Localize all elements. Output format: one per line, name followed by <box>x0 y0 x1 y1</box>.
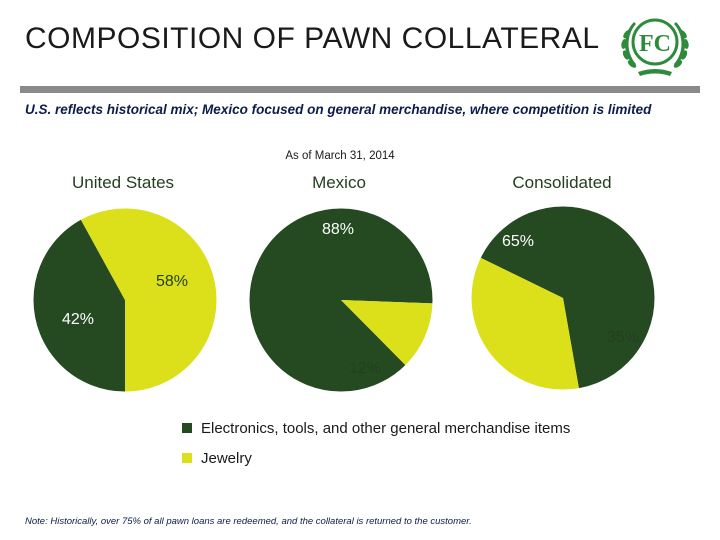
pie-united-states: 42% 58% <box>32 207 218 393</box>
legend-swatch <box>182 453 192 463</box>
pie-slice-mexico-jewelry <box>341 300 433 366</box>
page-title: COMPOSITION OF PAWN COLLATERAL <box>25 22 600 55</box>
logo-monogram: FC <box>639 31 671 57</box>
pie-outline <box>32 207 218 393</box>
legend-swatch <box>182 423 192 433</box>
pie-slice-consolidated-jewelry <box>470 257 579 390</box>
pie-slice-consolidated-electronics-tools-and-other-general-merchandise-items <box>480 205 655 389</box>
pie-outline <box>248 207 434 393</box>
chart-title-mexico: Mexico <box>312 173 366 192</box>
data-label-united-states-electronics-tools-and-other-general-merchandise-items: 42% <box>62 311 94 328</box>
chart-title-united-states: United States <box>71 173 175 192</box>
footnote: Note: Historically, over 75% of all pawn… <box>25 516 472 527</box>
as-of-date: As of March 31, 2014 <box>285 150 395 162</box>
title-divider <box>20 86 700 93</box>
laurel-wreath-logo-icon: FC <box>621 18 689 76</box>
legend-item-general-merchandise: Electronics, tools, and other general me… <box>182 420 570 437</box>
data-label-mexico-jewelry: 12% <box>349 360 381 377</box>
data-label-mexico-electronics-tools-and-other-general-merchandise-items: 88% <box>322 221 354 238</box>
data-label-consolidated-jewelry: 35% <box>607 329 639 346</box>
pie-slice-mexico-electronics-tools-and-other-general-merchandise-items <box>249 207 434 392</box>
pie-consolidated: 65% 35% <box>470 205 656 391</box>
data-label-united-states-jewelry: 58% <box>156 273 188 290</box>
legend-label: Jewelry <box>201 450 252 467</box>
data-label-consolidated-electronics-tools-and-other-general-merchandise-items: 65% <box>502 233 534 250</box>
pie-slice-united-states-jewelry <box>80 208 218 392</box>
subtitle: U.S. reflects historical mix; Mexico foc… <box>25 102 652 117</box>
pie-outline <box>470 205 656 391</box>
legend-item-jewelry: Jewelry <box>182 450 252 467</box>
legend-label: Electronics, tools, and other general me… <box>201 420 571 437</box>
chart-title-consolidated: Consolidated <box>512 173 612 192</box>
pie-slice-united-states-electronics-tools-and-other-general-merchandise-items <box>33 219 125 392</box>
pie-mexico: 88% 12% <box>248 207 434 393</box>
